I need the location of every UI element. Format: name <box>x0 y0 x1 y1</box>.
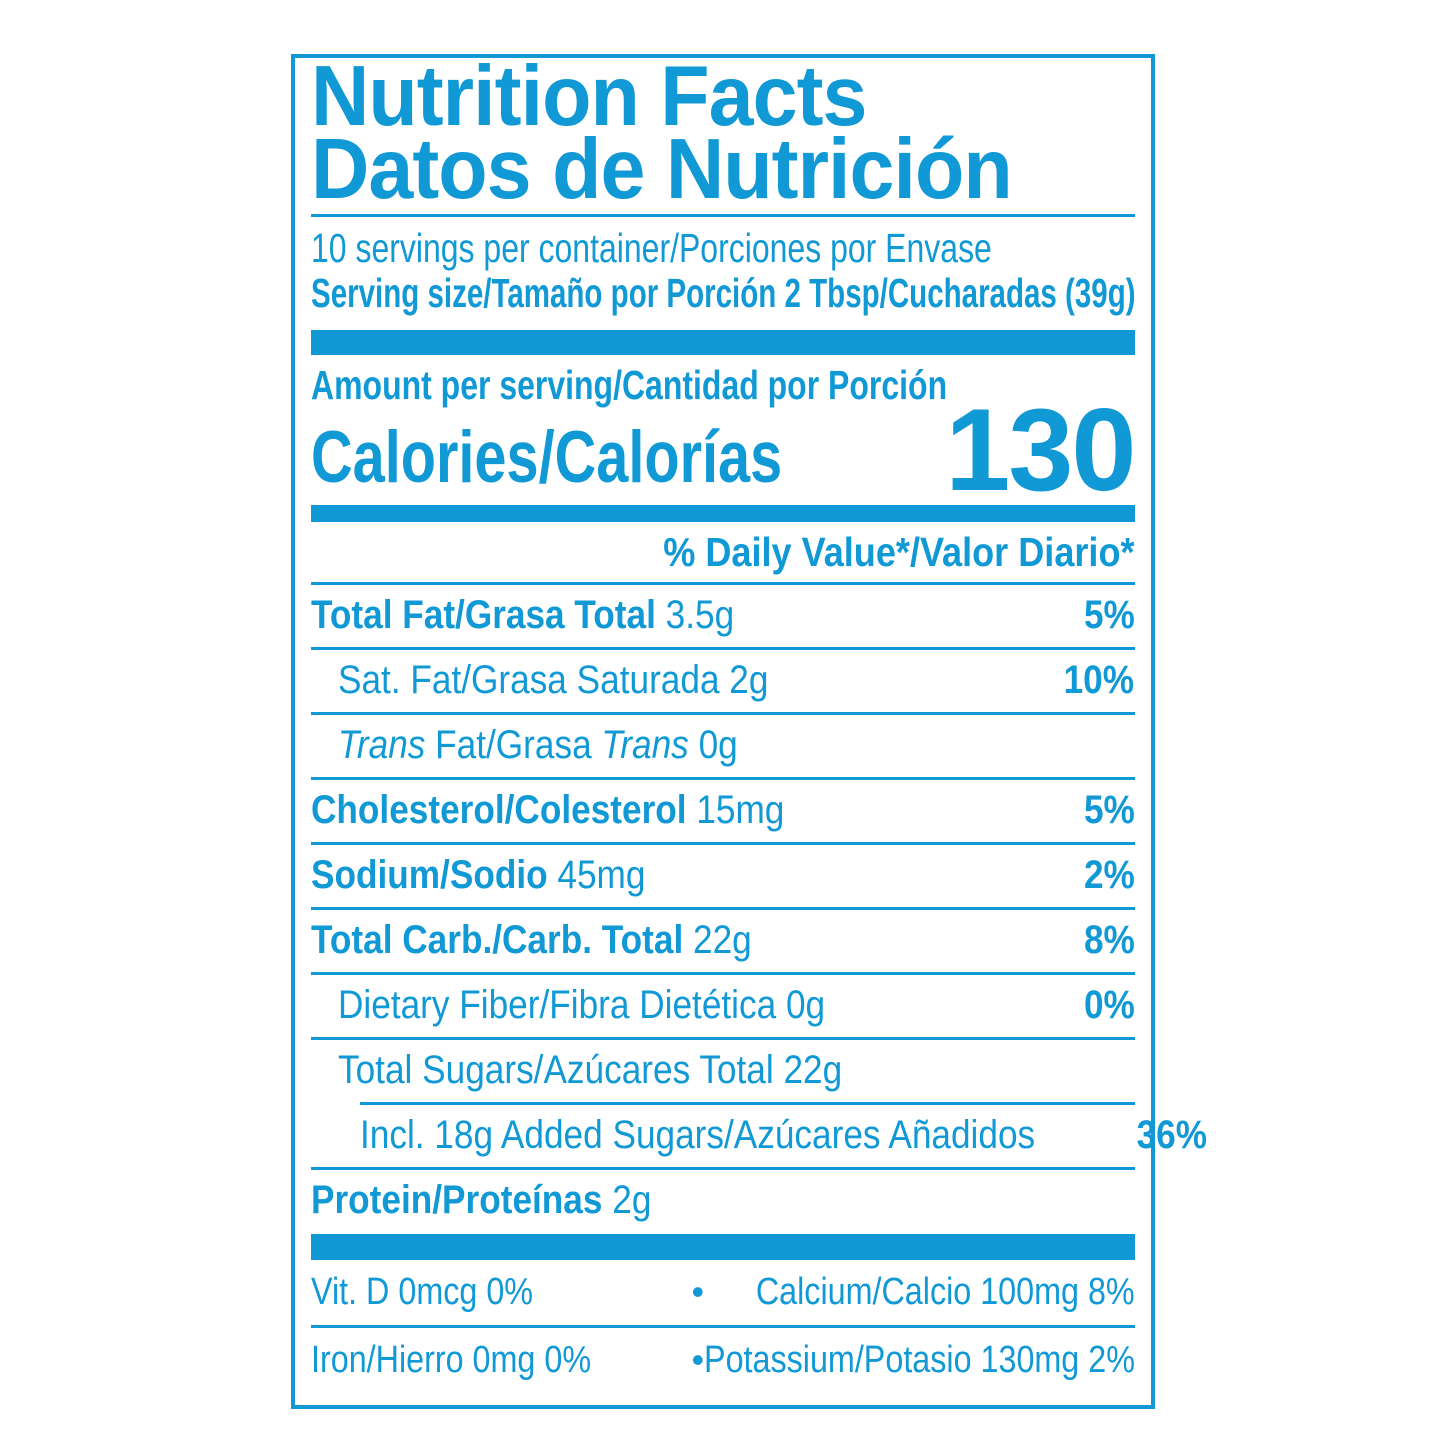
nutrient-row-protein: Protein/Proteínas 2g <box>311 1170 1135 1232</box>
row-divider <box>310 1325 1135 1328</box>
calories-row: Calories/Calorías 130 <box>310 384 1137 515</box>
nutrient-row-total-sugars: Total Sugars/Azúcares Total 22g <box>311 1040 1135 1102</box>
bullet-separator: • <box>691 1271 705 1312</box>
daily-value-header: % Daily Value*/Valor Diario* <box>663 529 1135 575</box>
nutrient-row-cholesterol: Cholesterol/Colesterol 15mg 5% <box>311 780 1135 842</box>
label-title: Nutrition Facts Datos de Nutrición <box>310 49 1135 217</box>
nutrient-row-added-sugars: Incl. 18g Added Sugars/Azúcares Añadidos… <box>311 1105 1207 1167</box>
nutrient-percent: 2% <box>1083 853 1135 897</box>
micronutrient-row-vitd-calcium: Vit. D 0mcg 0% • Calcium/Calcio 100mg 8% <box>311 1260 1135 1325</box>
nutrient-row-trans-fat: Trans Fat/Grasa Trans 0g <box>311 715 1135 777</box>
nutrient-row-dietary-fiber: Dietary Fiber/Fibra Dietética 0g 0% <box>311 975 1135 1037</box>
thick-separator-bottom <box>310 1234 1135 1260</box>
nutrient-row-sat-fat: Sat. Fat/Grasa Saturada 2g 10% <box>311 650 1135 712</box>
row-divider <box>310 777 1135 780</box>
label-title-english: Nutrition Facts <box>310 49 867 144</box>
bullet-separator: • <box>691 1339 705 1380</box>
nutrient-name: Total Fat/Grasa Total 3.5g <box>310 593 734 637</box>
row-divider <box>310 972 1135 975</box>
label-title-spanish: Datos de Nutrición <box>310 122 1013 217</box>
nutrient-name: Total Carb./Carb. Total 22g <box>310 918 752 962</box>
amount-per-serving: Amount per serving/Cantidad por Porción <box>310 362 947 408</box>
nutrient-percent: 0% <box>1083 983 1135 1027</box>
serving-size: Serving size/Tamaño por Porción 2 Tbsp/C… <box>310 270 1136 316</box>
row-divider <box>310 1037 1135 1040</box>
nutrient-name: Cholesterol/Colesterol 15mg <box>310 788 784 832</box>
row-divider <box>310 907 1135 910</box>
nutrient-percent: 8% <box>1083 918 1135 962</box>
nutrient-row-total-fat: Total Fat/Grasa Total 3.5g 5% <box>311 585 1135 647</box>
nutrient-name: Dietary Fiber/Fibra Dietética 0g <box>337 983 825 1027</box>
micronutrient-row-iron-potassium: Iron/Hierro 0mg 0% • Potassium/Potasio 130… <box>311 1328 1135 1393</box>
nutrient-name: Trans Fat/Grasa Trans 0g <box>337 723 738 767</box>
nutrient-row-sodium: Sodium/Sodio 45mg 2% <box>311 845 1135 907</box>
nutrient-percent: 36% <box>1136 1113 1207 1157</box>
micronutrient-left: Vit. D 0mcg 0% <box>310 1271 533 1313</box>
title-divider <box>310 214 1135 217</box>
row-divider <box>310 647 1135 650</box>
thick-separator-top <box>310 330 1135 355</box>
micronutrient-left: Iron/Hierro 0mg 0% <box>310 1339 591 1381</box>
row-divider <box>310 712 1135 715</box>
nutrient-percent: 5% <box>1083 788 1135 832</box>
nutrient-rows: Total Fat/Grasa Total 3.5g 5% Sat. Fat/Gra… <box>310 585 1207 1232</box>
micronutrient-rows: Vit. D 0mcg 0% • Calcium/Calcio 100mg 8% Ir… <box>310 1260 1135 1393</box>
micronutrient-right: Potassium/Potasio 130mg 2% <box>703 1339 1135 1381</box>
servings-per-container: 10 servings per container/Porciones por … <box>310 225 992 271</box>
nutrient-percent: 5% <box>1083 593 1135 637</box>
calories-value: 130 <box>945 384 1136 515</box>
nutrient-name: Total Sugars/Azúcares Total 22g <box>337 1048 842 1092</box>
medium-separator <box>310 505 1135 522</box>
daily-value-divider <box>310 582 1135 585</box>
micronutrient-right: Calcium/Calcio 100mg 8% <box>755 1271 1135 1313</box>
nutrient-name: Sodium/Sodio 45mg <box>310 853 645 897</box>
row-divider <box>359 1102 1135 1105</box>
nutrient-name: Protein/Proteínas 2g <box>310 1178 651 1222</box>
nutrient-name: Sat. Fat/Grasa Saturada 2g <box>337 658 768 702</box>
nutrient-name: Incl. 18g Added Sugars/Azúcares Añadidos <box>359 1113 1035 1157</box>
nutrient-row-total-carb: Total Carb./Carb. Total 22g 8% <box>311 910 1135 972</box>
row-divider <box>310 1167 1135 1170</box>
nutrient-percent: 10% <box>1064 658 1135 702</box>
row-divider <box>310 842 1135 845</box>
nutrition-facts-label: Nutrition Facts Datos de Nutrición 10 se… <box>290 49 1207 1409</box>
calories-label: Calories/Calorías <box>310 417 782 498</box>
